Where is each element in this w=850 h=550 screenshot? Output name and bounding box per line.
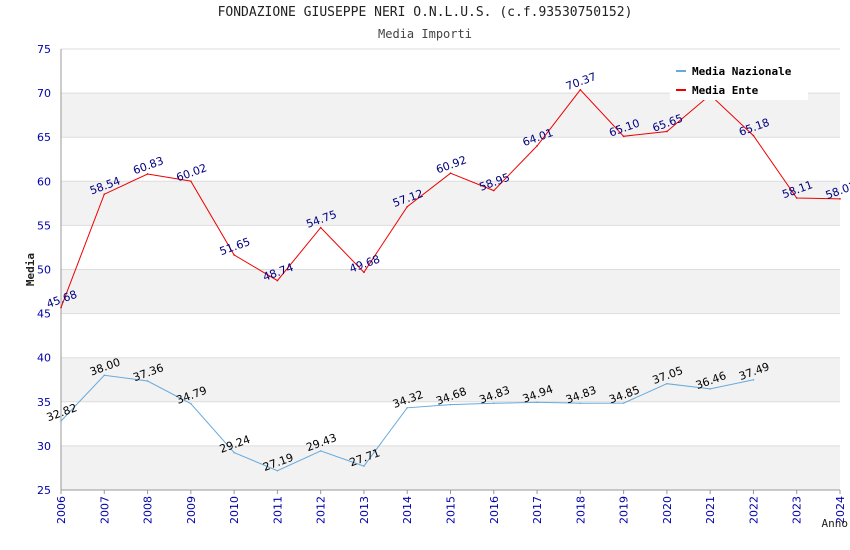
x-tick-label: 2023 <box>791 496 804 524</box>
data-point-ente <box>752 134 755 137</box>
y-tick-label: 65 <box>37 131 51 144</box>
x-tick-label: 2010 <box>228 496 241 524</box>
legend-swatch-nazionale <box>676 70 686 72</box>
x-tick-label: 2012 <box>315 496 328 524</box>
data-point-ente <box>146 173 149 175</box>
data-point-nazionale <box>406 406 409 409</box>
data-label-ente: 70.37 <box>564 70 598 93</box>
data-point-ente <box>190 180 192 182</box>
data-point-nazionale <box>146 380 149 382</box>
x-tick-label: 2014 <box>401 496 414 524</box>
legend-label-nazionale: Media Nazionale <box>692 64 792 78</box>
data-point-nazionale <box>60 420 62 422</box>
plot-band <box>61 181 840 226</box>
data-point-nazionale <box>752 379 755 381</box>
x-tick-label: 2018 <box>574 496 587 524</box>
x-tick-label: 2024 <box>834 496 847 524</box>
y-tick-label: 35 <box>37 396 51 409</box>
chart-subtitle: Media Importi <box>378 27 472 41</box>
data-point-ente <box>233 254 235 256</box>
x-axis-title: Anno <box>822 517 849 530</box>
x-tick-label: 2011 <box>271 496 284 524</box>
data-point-nazionale <box>190 402 192 405</box>
data-point-ente <box>666 130 668 133</box>
y-tick-label: 40 <box>37 352 51 365</box>
data-point-nazionale <box>579 402 582 405</box>
data-label-ente: 60.92 <box>434 153 468 176</box>
data-point-ente <box>449 172 452 174</box>
data-point-nazionale <box>709 388 711 390</box>
plot-band <box>61 445 840 490</box>
legend-label-ente: Media Ente <box>692 83 759 97</box>
x-tick-label: 2016 <box>488 496 501 524</box>
data-point-ente <box>579 89 582 91</box>
plot-band <box>61 357 840 402</box>
legend-swatch-ente <box>676 89 686 91</box>
data-point-ente <box>406 205 409 208</box>
x-tick-label: 2007 <box>98 496 111 524</box>
y-tick-label: 60 <box>37 175 51 188</box>
y-tick-label: 75 <box>37 43 51 56</box>
plot-band <box>61 269 840 314</box>
data-point-nazionale <box>319 450 322 452</box>
x-tick-label: 2009 <box>185 496 198 524</box>
y-tick-label: 25 <box>37 484 51 497</box>
data-point-ente <box>839 198 841 200</box>
x-tick-label: 2008 <box>142 496 155 524</box>
y-tick-label: 30 <box>37 440 51 453</box>
data-point-ente <box>319 226 322 229</box>
x-tick-label: 2022 <box>747 496 760 524</box>
y-tick-label: 50 <box>37 264 51 277</box>
chart-title: FONDAZIONE GIUSEPPE NERI O.N.L.U.S. (c.f… <box>217 5 633 20</box>
x-tick-label: 2006 <box>55 496 68 524</box>
data-point-nazionale <box>622 402 625 404</box>
data-point-nazionale <box>363 465 365 467</box>
data-label-ente: 51.65 <box>218 235 252 258</box>
data-point-ente <box>103 193 106 195</box>
x-tick-label: 2015 <box>445 496 458 524</box>
plot-band <box>61 93 840 138</box>
y-tick-label: 55 <box>37 219 51 232</box>
data-point-ente <box>795 197 798 199</box>
x-tick-label: 2013 <box>358 496 371 524</box>
legend-item-nazionale: Media Nazionale <box>676 64 791 78</box>
data-point-nazionale <box>103 374 106 377</box>
x-tick-label: 2020 <box>661 496 674 524</box>
x-tick-label: 2021 <box>704 496 717 524</box>
y-axis-title: Media <box>24 253 37 286</box>
legend-item-ente: Media Ente <box>676 83 758 97</box>
x-tick-label: 2017 <box>531 496 544 524</box>
data-point-ente <box>363 271 365 274</box>
data-point-ente <box>492 189 495 192</box>
y-tick-label: 70 <box>37 87 51 100</box>
data-point-nazionale <box>536 401 538 404</box>
data-point-nazionale <box>233 451 235 454</box>
data-point-ente <box>622 135 625 138</box>
y-tick-label: 45 <box>37 308 51 321</box>
data-point-nazionale <box>492 402 495 405</box>
data-point-ente <box>60 306 62 309</box>
data-point-nazionale <box>276 469 279 472</box>
data-point-ente <box>276 279 279 282</box>
data-point-nazionale <box>666 382 668 385</box>
chart-legend: Media Nazionale Media Ente <box>670 60 808 100</box>
data-point-ente <box>536 145 538 147</box>
x-tick-label: 2019 <box>618 496 631 524</box>
data-point-nazionale <box>449 403 452 406</box>
